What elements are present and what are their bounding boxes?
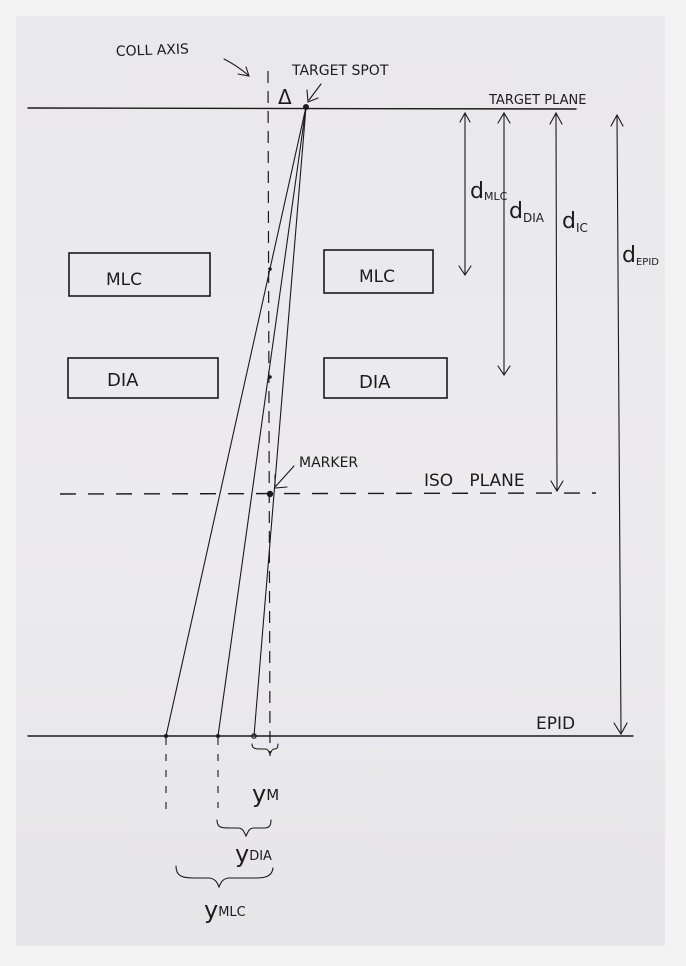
label-dia-right: DIA <box>359 372 391 393</box>
label-iso-plane: ISO PLANE <box>424 471 525 491</box>
label-d-ic: dIC <box>562 209 588 235</box>
arrow-d-mlc <box>458 111 472 276</box>
label-marker: MARKER <box>299 455 358 471</box>
target-spot-pointer-arrow <box>306 83 322 103</box>
label-target-spot: TARGET SPOT <box>291 63 389 79</box>
paper-sheet: COLL AXIS TARGET SPOT Δ TARGET PLANE MLC… <box>16 16 665 946</box>
mlc-left-box <box>68 252 211 297</box>
collimator-axis-line <box>267 70 271 757</box>
label-mlc-right: MLC <box>359 267 395 287</box>
coll-axis-pointer-arrow <box>223 58 250 77</box>
marker-point <box>266 490 274 498</box>
marker-pointer-arrow <box>274 465 295 489</box>
arrow-d-epid <box>610 113 628 736</box>
brace-y-mlc <box>175 865 274 889</box>
epid-point-dia <box>216 734 220 738</box>
brace-y-m <box>251 743 279 756</box>
label-y-mlc: yMLC <box>204 896 246 924</box>
mlc-right-box <box>323 249 434 294</box>
target-spot-point <box>303 104 309 110</box>
label-y-m: yM <box>252 780 279 808</box>
label-y-dia: yDIA <box>235 840 272 868</box>
arrow-d-dia <box>497 111 511 376</box>
dia-intersection-point <box>268 375 272 379</box>
dia-left-box <box>67 357 219 399</box>
brace-y-dia <box>216 819 272 838</box>
label-mlc-left: MLC <box>106 270 142 290</box>
dia-right-box <box>323 357 448 399</box>
label-dia-left: DIA <box>107 370 139 391</box>
label-epid: EPID <box>536 714 575 734</box>
label-d-mlc: dMLC <box>470 179 508 204</box>
label-target-plane: TARGET PLANE <box>488 93 586 108</box>
arrow-d-ic <box>549 111 564 493</box>
ray-marker <box>253 106 307 737</box>
mlc-intersection-point <box>268 267 272 271</box>
ray-mlc <box>165 106 307 737</box>
geometry-diagram: COLL AXIS TARGET SPOT Δ TARGET PLANE MLC… <box>27 41 659 924</box>
label-d-dia: dDIA <box>509 199 545 225</box>
label-delta: Δ <box>278 85 292 109</box>
iso-plane-line <box>59 492 597 495</box>
ray-dia <box>217 106 307 737</box>
label-d-epid: dEPID <box>622 243 659 268</box>
epid-point-mlc <box>164 734 168 738</box>
target-plane-line <box>27 107 577 110</box>
epid-point-marker <box>251 733 257 739</box>
label-coll-axis: COLL AXIS <box>116 41 190 60</box>
